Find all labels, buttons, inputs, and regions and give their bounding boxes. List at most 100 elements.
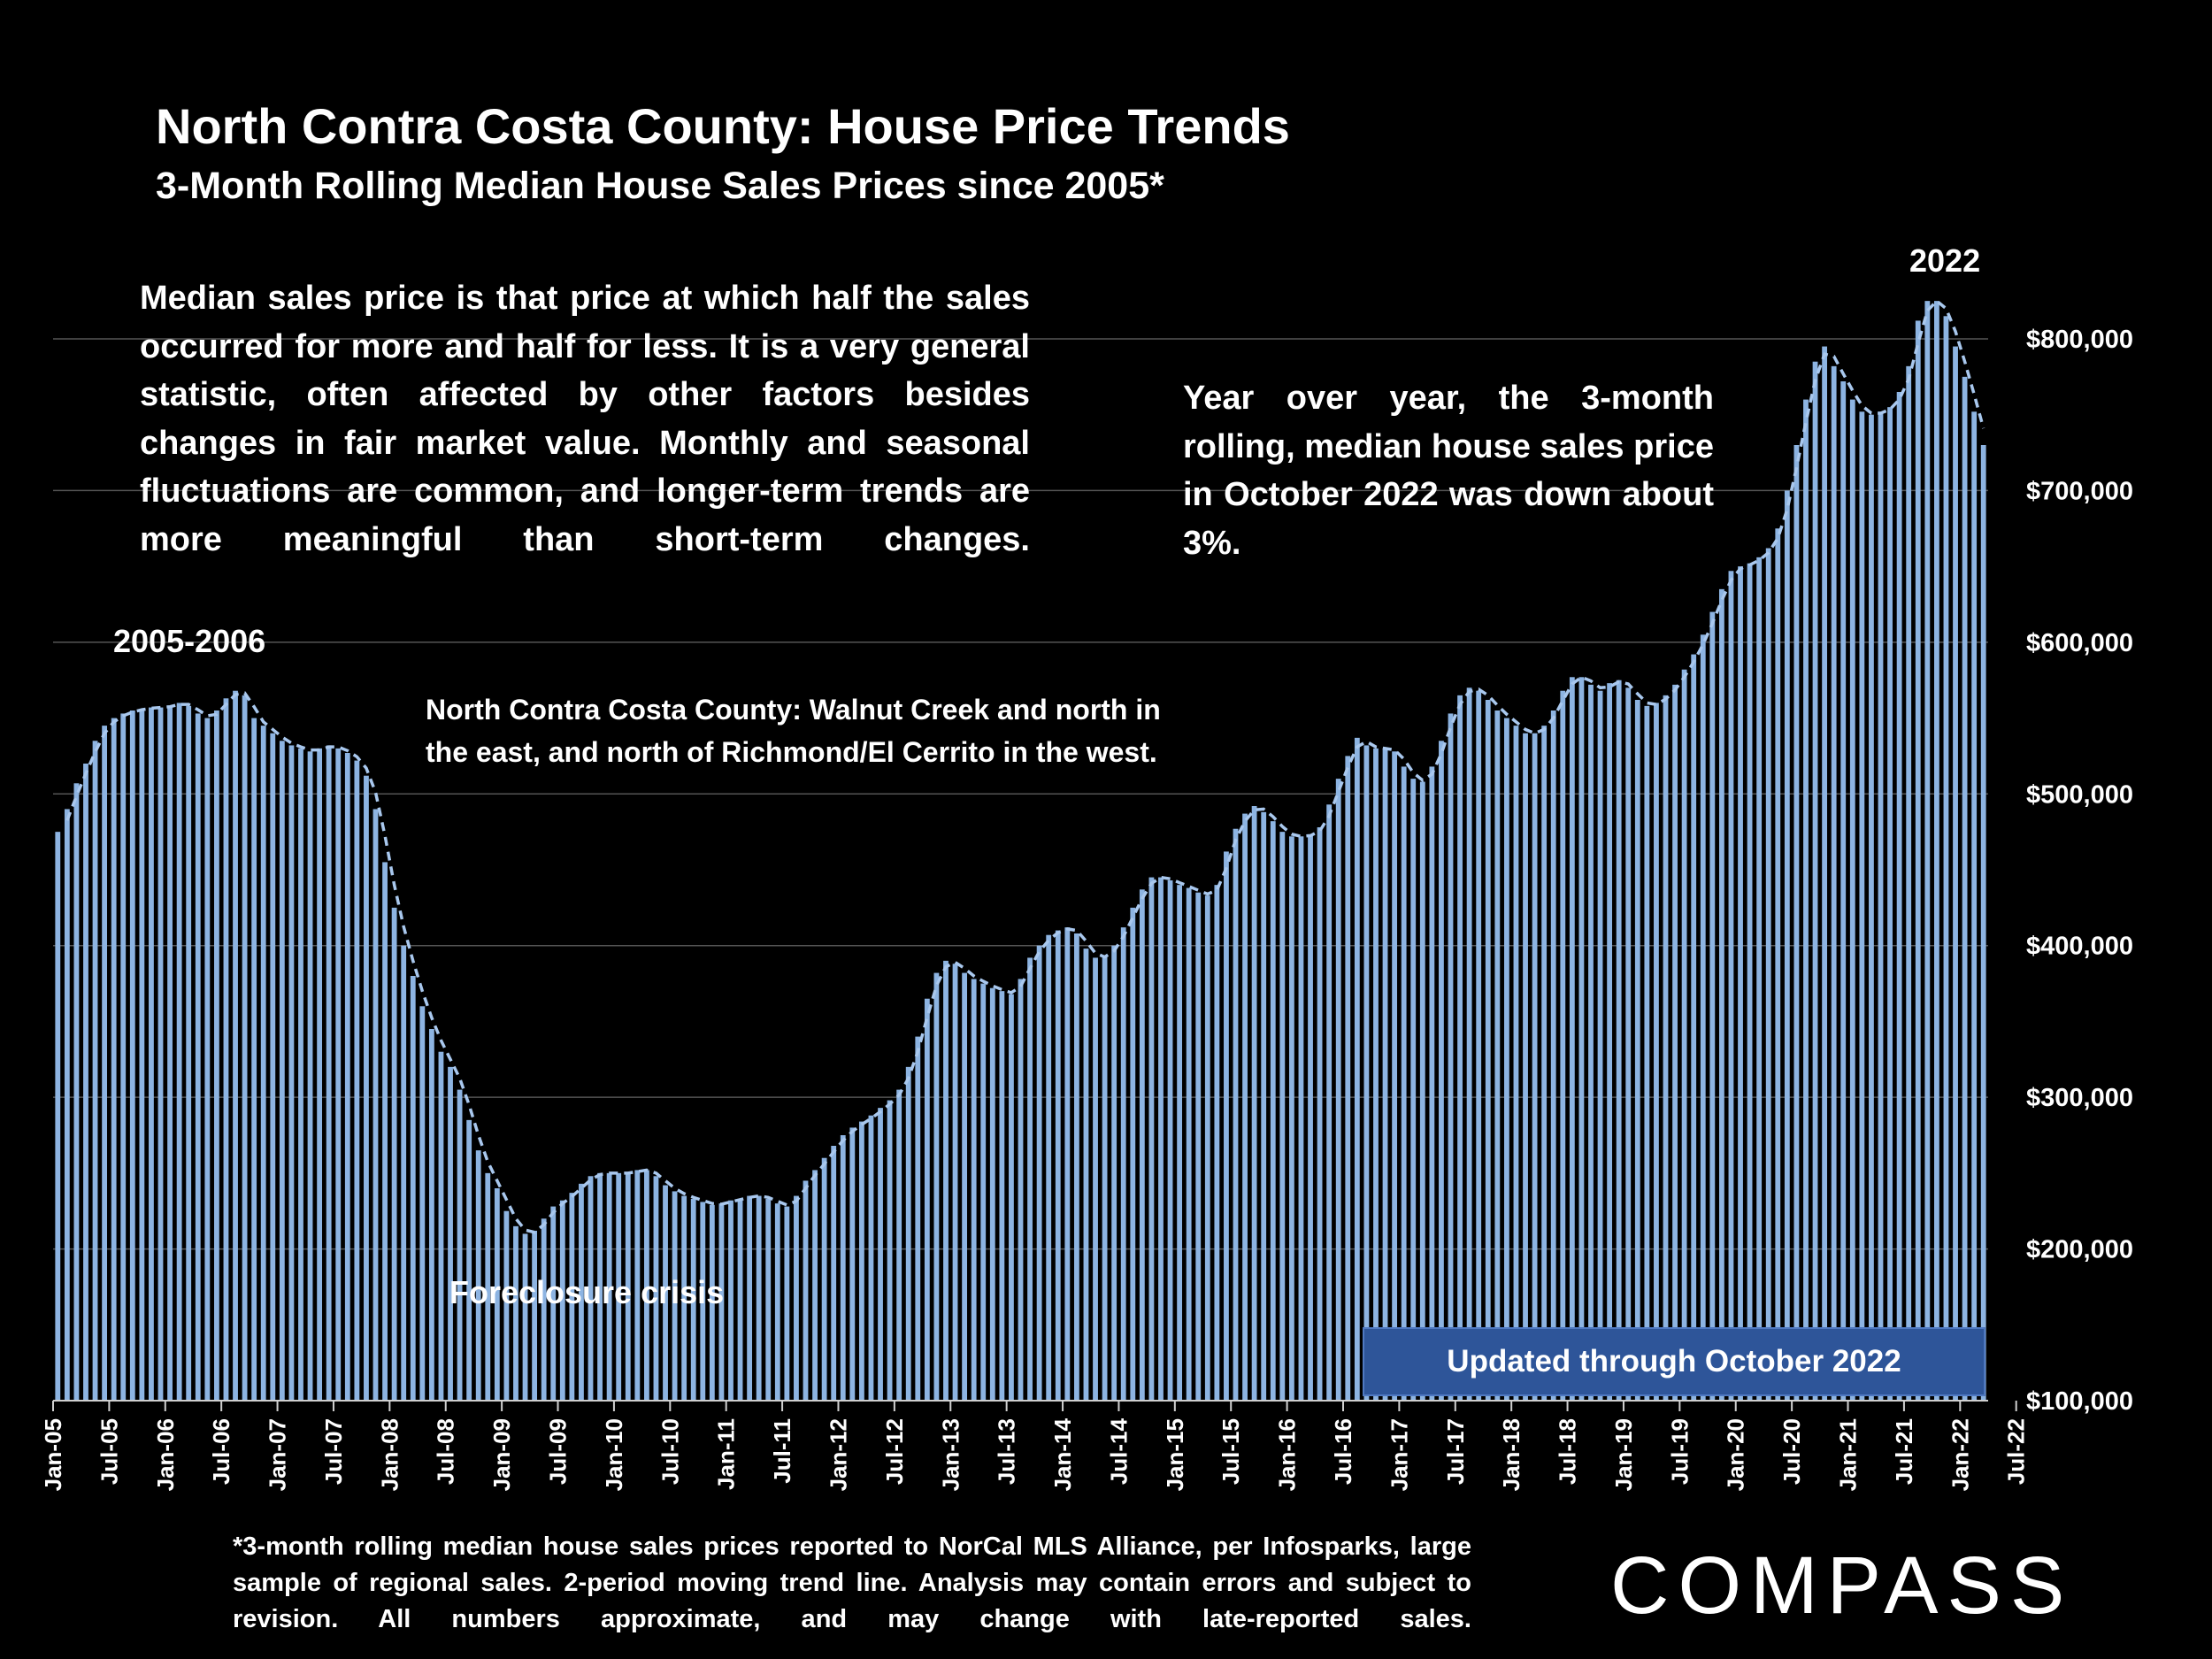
- bar: [559, 1200, 565, 1401]
- bar: [139, 709, 145, 1401]
- bar: [1560, 690, 1566, 1401]
- region-line-2: the east, and north of Richmond/El Cerri…: [426, 736, 1157, 768]
- page-title: North Contra Costa County: House Price T…: [156, 98, 1290, 154]
- x-tick-label: Jan-08: [376, 1418, 403, 1491]
- bar: [1634, 700, 1640, 1401]
- bar: [1073, 933, 1079, 1401]
- peak-label-2005: 2005-2006: [113, 623, 266, 659]
- bar: [1747, 563, 1753, 1401]
- bar: [1009, 994, 1014, 1401]
- bar: [1195, 892, 1202, 1401]
- bar: [905, 1066, 911, 1401]
- bar: [653, 1176, 659, 1401]
- bar: [989, 987, 995, 1401]
- bar: [737, 1199, 743, 1401]
- bar: [794, 1195, 799, 1401]
- bar: [307, 751, 313, 1401]
- bar: [597, 1172, 603, 1401]
- median-definition-note: Median sales price is that price at whic…: [140, 280, 1030, 558]
- bar: [326, 745, 332, 1401]
- bar: [1980, 445, 1986, 1401]
- bar: [1354, 737, 1360, 1401]
- bar: [1756, 557, 1763, 1401]
- bar: [643, 1170, 649, 1401]
- bar: [1382, 748, 1388, 1401]
- bar: [475, 1150, 481, 1401]
- x-tick-label: Jan-05: [40, 1418, 66, 1491]
- bar: [288, 745, 295, 1401]
- bar: [1887, 407, 1893, 1401]
- bar: [494, 1188, 500, 1401]
- bar: [1597, 690, 1603, 1401]
- bar: [251, 718, 257, 1401]
- bar: [1018, 979, 1024, 1401]
- bar: [887, 1100, 893, 1401]
- bar: [1915, 320, 1921, 1402]
- bar: [64, 809, 70, 1401]
- bar: [1906, 365, 1912, 1401]
- bar: [765, 1199, 772, 1401]
- bar: [1167, 880, 1173, 1401]
- bar: [1064, 927, 1071, 1401]
- bar: [335, 748, 342, 1401]
- bar: [1793, 445, 1800, 1401]
- x-tick-label: Jul-07: [320, 1418, 347, 1485]
- x-tick-label: Jul-21: [1891, 1418, 1917, 1485]
- bar: [513, 1225, 518, 1401]
- bar: [1093, 957, 1098, 1401]
- x-axis-ticks: Jan-05 Jul-05 Jan-06 Jul-06 Jan-07 Jul-07 Jan-…: [40, 1401, 2030, 1491]
- x-tick-label: Jan-17: [1386, 1418, 1412, 1491]
- x-tick-label: Jan-07: [265, 1418, 291, 1491]
- bar: [1523, 733, 1528, 1401]
- x-tick-label: Jan-11: [713, 1418, 740, 1490]
- bar: [1298, 836, 1304, 1401]
- bar: [186, 705, 192, 1401]
- bar: [73, 783, 80, 1401]
- bar: [1803, 399, 1809, 1401]
- x-tick-label: Jan-20: [1723, 1418, 1749, 1491]
- bar: [1120, 927, 1126, 1401]
- bar: [532, 1231, 538, 1401]
- bar: [1869, 414, 1874, 1402]
- bar: [821, 1157, 827, 1401]
- bar: [1849, 399, 1855, 1401]
- x-tick-label: Jul-18: [1555, 1418, 1581, 1485]
- bar: [1214, 885, 1220, 1401]
- bar: [129, 710, 135, 1401]
- y-tick-label: $100,000: [2026, 1387, 2133, 1416]
- bar: [803, 1180, 809, 1401]
- bar: [485, 1172, 491, 1401]
- bar: [457, 1089, 463, 1401]
- bar: [1326, 804, 1333, 1401]
- bar: [1036, 945, 1042, 1401]
- bar: [1812, 361, 1818, 1402]
- bar: [1148, 877, 1155, 1401]
- bar: [840, 1135, 846, 1401]
- bar: [438, 1051, 444, 1401]
- x-tick-label: Jan-15: [1162, 1418, 1188, 1491]
- bar: [634, 1170, 641, 1401]
- y-axis-ticks: $100,000 $200,000 $300,000 $400,000 $500,000…: [2026, 326, 2133, 1416]
- bar: [878, 1108, 883, 1401]
- bar: [317, 748, 323, 1401]
- bar: [663, 1185, 668, 1401]
- x-tick-label: Jan-12: [825, 1418, 851, 1491]
- bar: [1607, 683, 1613, 1401]
- bar: [1055, 930, 1061, 1401]
- foreclosure-label: Foreclosure crisis: [449, 1274, 725, 1310]
- x-tick-label: Jul-08: [433, 1418, 459, 1485]
- bar: [1261, 811, 1267, 1401]
- bar: [1691, 654, 1697, 1401]
- bar: [279, 741, 285, 1401]
- x-tick-label: Jul-17: [1442, 1418, 1469, 1485]
- bar: [1494, 710, 1501, 1401]
- bar: [1457, 695, 1463, 1401]
- x-tick-label: Jul-14: [1105, 1417, 1132, 1485]
- bar: [962, 972, 968, 1401]
- bar: [344, 753, 350, 1401]
- bar: [1728, 571, 1734, 1401]
- bar: [1933, 301, 1939, 1401]
- bar: [672, 1191, 678, 1401]
- y-tick-label: $400,000: [2026, 933, 2133, 961]
- bar: [354, 760, 360, 1401]
